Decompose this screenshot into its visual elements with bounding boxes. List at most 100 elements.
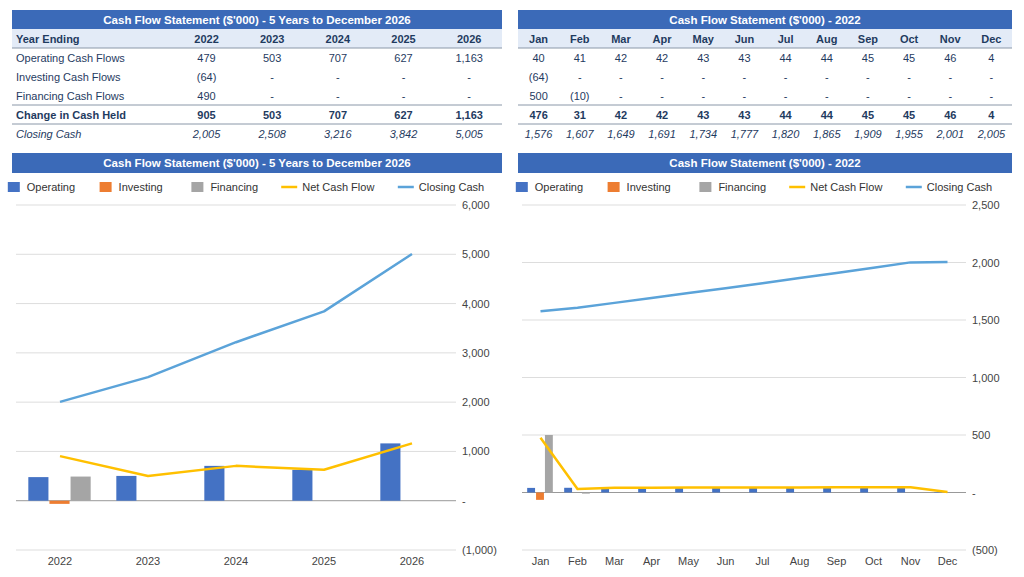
legend-swatch xyxy=(516,182,528,192)
legend-entry: Investing xyxy=(119,181,163,193)
table-cell: 31 xyxy=(574,109,586,121)
y-tick-label: 1,500 xyxy=(972,314,1000,326)
table-cell: 1,865 xyxy=(813,128,841,140)
table-cell: 476 xyxy=(529,109,547,121)
legend-entry: Net Cash Flow xyxy=(810,181,882,193)
bar xyxy=(582,493,590,494)
table-cell: 45 xyxy=(903,109,915,121)
table-cell: 4 xyxy=(988,52,994,64)
table-cell: - xyxy=(467,90,471,102)
chart: Cash Flow Statement ($'000) - 5 Years to… xyxy=(8,153,502,567)
table-rule xyxy=(12,48,502,49)
table-cell: 627 xyxy=(394,52,412,64)
table-cell: 43 xyxy=(697,52,709,64)
table-cell: 1,909 xyxy=(854,128,882,140)
bar xyxy=(564,488,572,493)
bar xyxy=(693,492,701,493)
x-tick-label: Jun xyxy=(717,555,735,567)
table-cell: - xyxy=(467,71,471,83)
x-tick-label: Oct xyxy=(865,555,882,567)
table-cell: - xyxy=(907,71,911,83)
bar xyxy=(610,492,618,493)
x-tick-label: Feb xyxy=(568,555,587,567)
table-title: Cash Flow Statement ($'000) - 5 Years to… xyxy=(103,14,410,26)
table: Cash Flow Statement ($'000) - 5 Years to… xyxy=(12,10,502,140)
table-cell: - xyxy=(270,90,274,102)
table-column-header: 2023 xyxy=(260,33,284,45)
bar xyxy=(137,500,157,501)
table-cell: - xyxy=(660,71,664,83)
table-cell: 44 xyxy=(821,52,833,64)
bar xyxy=(721,492,729,493)
bar xyxy=(536,493,544,500)
y-tick-label: 2,000 xyxy=(972,257,1000,269)
table-title-bar xyxy=(12,10,502,29)
bar xyxy=(313,500,333,501)
table-cell: - xyxy=(701,71,705,83)
table-cell: - xyxy=(784,71,788,83)
table-cell: 1,955 xyxy=(895,128,923,140)
table-cell: 41 xyxy=(574,52,586,64)
page: Cash Flow Statement ($'000) - 5 Years to… xyxy=(0,0,1024,577)
x-tick-label: 2026 xyxy=(400,555,424,567)
table-cell: 3,842 xyxy=(390,128,418,140)
table-cell: - xyxy=(948,90,952,102)
table-column-header: Dec xyxy=(981,33,1001,45)
table-cell: 1,691 xyxy=(648,128,676,140)
legend-entry: Closing Cash xyxy=(927,181,992,193)
table-cell: - xyxy=(907,90,911,102)
table-cell: - xyxy=(701,90,705,102)
x-tick-label: May xyxy=(678,555,699,567)
table-cell: (64) xyxy=(197,71,217,83)
table-cell: (10) xyxy=(570,90,590,102)
table-row-label: Closing Cash xyxy=(16,128,81,140)
grid-line xyxy=(522,320,966,321)
table-cell: - xyxy=(866,71,870,83)
legend-swatch xyxy=(699,182,711,192)
table-cell: 43 xyxy=(738,52,750,64)
bar xyxy=(841,492,849,493)
y-tick-label: (500) xyxy=(972,544,998,556)
table-cell: 2,001 xyxy=(935,128,964,140)
table-column-header: Aug xyxy=(816,33,837,45)
table-rule xyxy=(12,105,502,106)
table-cell: 707 xyxy=(329,109,347,121)
legend-entry: Investing xyxy=(627,181,671,193)
table-rule xyxy=(518,105,1012,106)
table-cell: 45 xyxy=(862,52,874,64)
chart-title-bar xyxy=(12,153,502,173)
table-row-label: Financing Cash Flows xyxy=(16,90,125,102)
table-column-header: 2025 xyxy=(391,33,415,45)
table-column-header: Jul xyxy=(778,33,794,45)
line xyxy=(541,438,948,492)
y-axis: (500)-5001,0001,5002,0002,500 xyxy=(522,199,1000,556)
grid-line xyxy=(522,377,966,378)
x-tick-label: Mar xyxy=(605,555,624,567)
table-cell: - xyxy=(743,71,747,83)
legend-swatch xyxy=(100,182,112,192)
table-cell: 1,734 xyxy=(689,128,717,140)
legend-swatch xyxy=(608,182,620,192)
legend-swatch xyxy=(191,182,203,192)
table-cell: 44 xyxy=(821,109,834,121)
grid-line xyxy=(522,205,966,206)
table-column-header: 2026 xyxy=(457,33,481,45)
table-cell: 707 xyxy=(329,52,347,64)
table-rule xyxy=(518,124,1012,125)
bar xyxy=(335,500,355,501)
bar xyxy=(619,492,627,493)
bar xyxy=(878,492,886,493)
bar xyxy=(915,492,923,493)
table-cell: 4 xyxy=(988,109,995,121)
table-cell: 5,005 xyxy=(455,128,483,140)
y-tick-label: 6,000 xyxy=(462,199,490,211)
bar xyxy=(225,500,245,501)
bar xyxy=(730,492,738,493)
table-column-header: 2024 xyxy=(326,33,351,45)
table-cell: - xyxy=(825,90,829,102)
y-tick-label: 2,500 xyxy=(972,199,1000,211)
legend: OperatingInvestingFinancingNet Cash Flow… xyxy=(516,181,992,193)
table-cell: 627 xyxy=(394,109,412,121)
legend-entry: Financing xyxy=(210,181,258,193)
grid-line xyxy=(16,205,456,206)
